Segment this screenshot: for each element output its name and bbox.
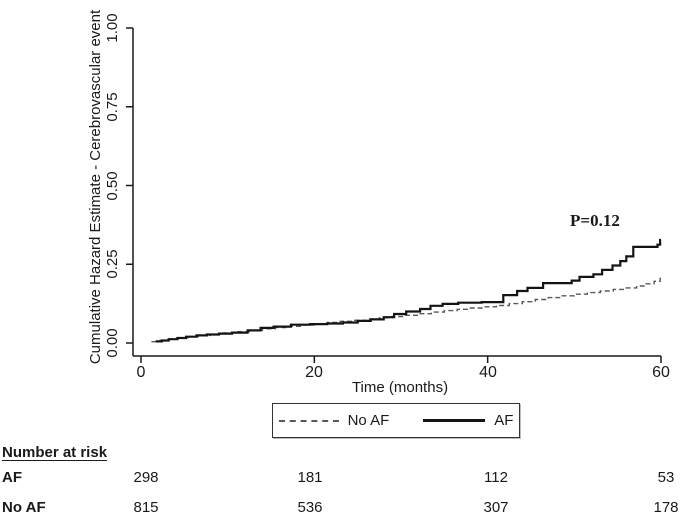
legend-box: No AF AF	[272, 403, 520, 438]
y-tick-label-0.00: 0.00	[103, 328, 121, 358]
risk-value: 112	[484, 469, 508, 486]
risk-value: 53	[657, 469, 675, 486]
curve-af	[155, 238, 662, 343]
y-tick-label-0.25: 0.25	[103, 249, 121, 279]
x-tick-label-0: 0	[136, 364, 146, 381]
risk-row-label-af: AF	[2, 469, 22, 486]
risk-value: 181	[297, 469, 323, 486]
x-tick-label-20: 20	[305, 364, 323, 381]
risk-value: 178	[653, 499, 679, 516]
legend-label-no-af: No AF	[347, 412, 390, 429]
x-axis-label: Time (months)	[351, 379, 449, 396]
y-tick-label-0.75: 0.75	[103, 92, 121, 122]
risk-row-label-no-af: No AF	[2, 499, 46, 516]
hazard-chart-canvas	[126, 27, 662, 363]
y-tick-label-1.00: 1.00	[103, 13, 121, 43]
x-tick-label-40: 40	[479, 364, 497, 381]
risk-table-heading: Number at risk	[2, 444, 108, 461]
risk-value: 298	[133, 469, 159, 486]
y-axis-label: Cumulative Hazard Estimate - Cerebrovasc…	[87, 9, 104, 365]
risk-value: 536	[297, 499, 323, 516]
x-tick-label-60: 60	[652, 364, 670, 381]
risk-value: 815	[133, 499, 159, 516]
p-value-annotation: P=0.12	[570, 211, 620, 230]
y-tick-label-0.50: 0.50	[103, 171, 121, 201]
dashed-line-sample-icon	[278, 419, 339, 422]
risk-value: 307	[483, 499, 509, 516]
legend-label-af: AF	[494, 412, 514, 429]
solid-line-sample-icon	[423, 419, 486, 422]
curve-no-af	[151, 277, 661, 343]
